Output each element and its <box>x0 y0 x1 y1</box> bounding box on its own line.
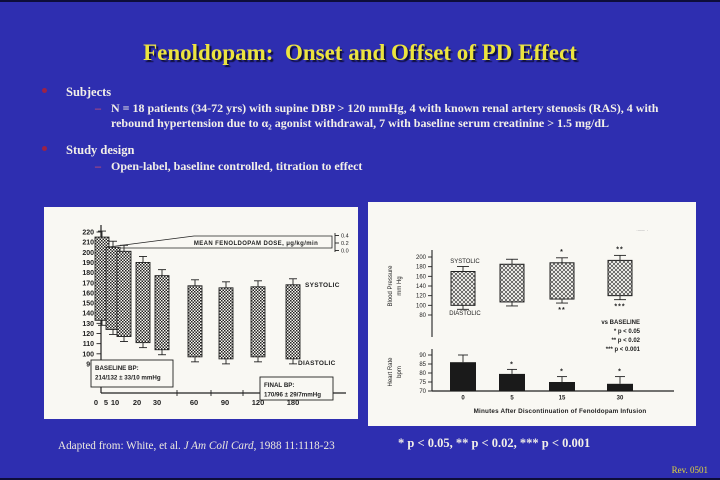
bullet-dot-icon <box>42 146 47 151</box>
svg-text:15: 15 <box>559 396 566 402</box>
citation: Adapted from: White, et al. J Am Coll Ca… <box>58 440 335 452</box>
svg-text:100: 100 <box>82 351 94 358</box>
svg-text:75: 75 <box>419 380 426 386</box>
bp-titration-chart: MEAN FENOLDOPAM DOSE, μg/kg/min 0.40.2 0.0… <box>82 225 349 407</box>
svg-text:**: ** <box>616 246 623 253</box>
svg-text:mm Hg: mm Hg <box>397 276 403 295</box>
svg-text:80: 80 <box>419 313 426 319</box>
svg-text:Blood Pressure: Blood Pressure <box>388 265 394 307</box>
svg-text:·–– ·: ·–– · <box>636 228 648 234</box>
revision-stamp: Rev. 0501 <box>671 465 708 475</box>
svg-text:30: 30 <box>617 396 624 402</box>
svg-text:80: 80 <box>419 371 426 377</box>
svg-text:120: 120 <box>82 331 94 338</box>
svg-text:214/132 ± 33/10 mmHg: 214/132 ± 33/10 mmHg <box>95 375 161 382</box>
svg-text:180: 180 <box>416 265 427 271</box>
svg-text:180: 180 <box>287 398 300 407</box>
svg-text:90: 90 <box>419 353 426 359</box>
svg-text:170: 170 <box>82 280 94 287</box>
svg-text:SYSTOLIC: SYSTOLIC <box>305 282 340 289</box>
svg-text:85: 85 <box>419 362 426 368</box>
top-border <box>0 0 720 2</box>
svg-text:SYSTOLIC: SYSTOLIC <box>450 259 480 265</box>
bp-hr-offset-chart: ·–– · 200 180 160 140 120 100 80 Blood Pressure m… <box>388 228 674 415</box>
svg-text:200: 200 <box>416 255 427 261</box>
subjects-detail: – N = 18 patients (34-72 yrs) with supin… <box>95 101 710 131</box>
svg-text:200: 200 <box>82 250 94 257</box>
svg-text:vs BASELINE: vs BASELINE <box>601 320 640 326</box>
svg-text:140: 140 <box>416 284 427 290</box>
svg-text:* p < 0.05: * p < 0.05 <box>614 329 641 335</box>
study-design-detail-line-1: Open-label, baseline controlled, titrati… <box>111 159 363 173</box>
svg-text:180: 180 <box>82 270 94 277</box>
svg-text:bpm: bpm <box>397 366 403 378</box>
bp-titration-figure: MEAN FENOLDOPAM DOSE, μg/kg/min 0.4 0.2 0.0… <box>44 207 358 419</box>
svg-text:DIASTOLIC: DIASTOLIC <box>449 311 481 317</box>
svg-text:100: 100 <box>416 303 427 309</box>
study-design-detail: – Open-label, baseline controlled, titra… <box>95 159 710 174</box>
page-title: Fenoldopam: Onset and Offset of PD Effec… <box>143 40 577 65</box>
citation-suffix: , 1988 11:1118-23 <box>253 440 335 452</box>
svg-text:0.4: 0.4 <box>341 234 349 240</box>
svg-text:140: 140 <box>82 311 94 318</box>
svg-text:30: 30 <box>153 398 161 407</box>
svg-text:*: * <box>560 369 564 376</box>
bullet-study-design: Study design <box>42 143 710 158</box>
bullet-subjects: Subjects <box>42 85 710 100</box>
svg-text:120: 120 <box>416 294 427 300</box>
subjects-detail-line-1: N = 18 patients (34-72 yrs) with supine … <box>111 101 659 115</box>
svg-text:0: 0 <box>461 396 465 402</box>
svg-text:0.0: 0.0 <box>341 249 349 255</box>
svg-text:90: 90 <box>86 361 94 368</box>
svg-text:DIASTOLIC: DIASTOLIC <box>298 360 336 367</box>
svg-text:*** p < 0.001: *** p < 0.001 <box>606 347 641 353</box>
svg-text:110: 110 <box>83 341 94 348</box>
svg-text:170/96 ± 29/7mmHg: 170/96 ± 29/7mmHg <box>264 392 321 399</box>
citation-journal: J Am Coll Card <box>183 440 254 452</box>
svg-text:120: 120 <box>252 398 265 407</box>
bullet-dot-icon <box>42 88 47 93</box>
svg-text:5: 5 <box>104 398 108 407</box>
sub-bullet-dash-icon: – <box>95 159 101 173</box>
svg-text:*: * <box>618 369 622 376</box>
svg-text:190: 190 <box>82 260 94 267</box>
bullet-subjects-label: Subjects <box>66 85 112 99</box>
svg-text:*: * <box>560 249 564 256</box>
bullet-study-design-label: Study design <box>66 143 135 157</box>
svg-text:90: 90 <box>221 398 229 407</box>
citation-prefix: Adapted from: White, et al. <box>58 440 184 452</box>
svg-text:*: * <box>510 361 514 368</box>
svg-text:BASELINE BP:: BASELINE BP: <box>95 365 139 372</box>
svg-text:70: 70 <box>419 389 426 395</box>
subjects-detail-line-2: rebound hypertension due to α₂ agonist w… <box>111 116 610 130</box>
sub-bullet-dash-icon: – <box>95 101 101 115</box>
svg-text:150: 150 <box>82 301 94 308</box>
svg-text:Minutes After Discontinuation: Minutes After Discontinuation of Fenoldo… <box>474 408 647 415</box>
svg-text:**: ** <box>558 307 565 314</box>
svg-text:MEAN FENOLDOPAM DOSE, μg/kg/mi: MEAN FENOLDOPAM DOSE, μg/kg/min <box>194 241 318 247</box>
svg-text:FINAL BP:: FINAL BP: <box>264 382 294 389</box>
svg-text:***: *** <box>614 304 625 311</box>
svg-text:10: 10 <box>111 398 119 407</box>
svg-text:0: 0 <box>94 398 98 407</box>
svg-text:** p < 0.02: ** p < 0.02 <box>611 338 640 344</box>
svg-text:160: 160 <box>416 274 427 280</box>
bottom-border <box>0 478 720 480</box>
svg-text:5: 5 <box>510 396 514 402</box>
bp-hr-offset-figure: ·–– · 200 180 160 140 120 100 80 Blood Pressure m… <box>368 202 696 426</box>
svg-text:130: 130 <box>82 321 94 328</box>
svg-text:160: 160 <box>82 290 94 297</box>
svg-text:20: 20 <box>133 398 141 407</box>
svg-text:220: 220 <box>82 230 94 237</box>
svg-text:0.2: 0.2 <box>341 241 349 247</box>
svg-text:210: 210 <box>82 240 94 247</box>
svg-text:Heart Rate: Heart Rate <box>388 357 394 387</box>
svg-text:60: 60 <box>190 398 198 407</box>
pvalue-footnote: * p < 0.05, ** p < 0.02, *** p < 0.001 <box>398 436 591 450</box>
bullet-list: Subjects – N = 18 patients (34-72 yrs) w… <box>42 85 710 174</box>
